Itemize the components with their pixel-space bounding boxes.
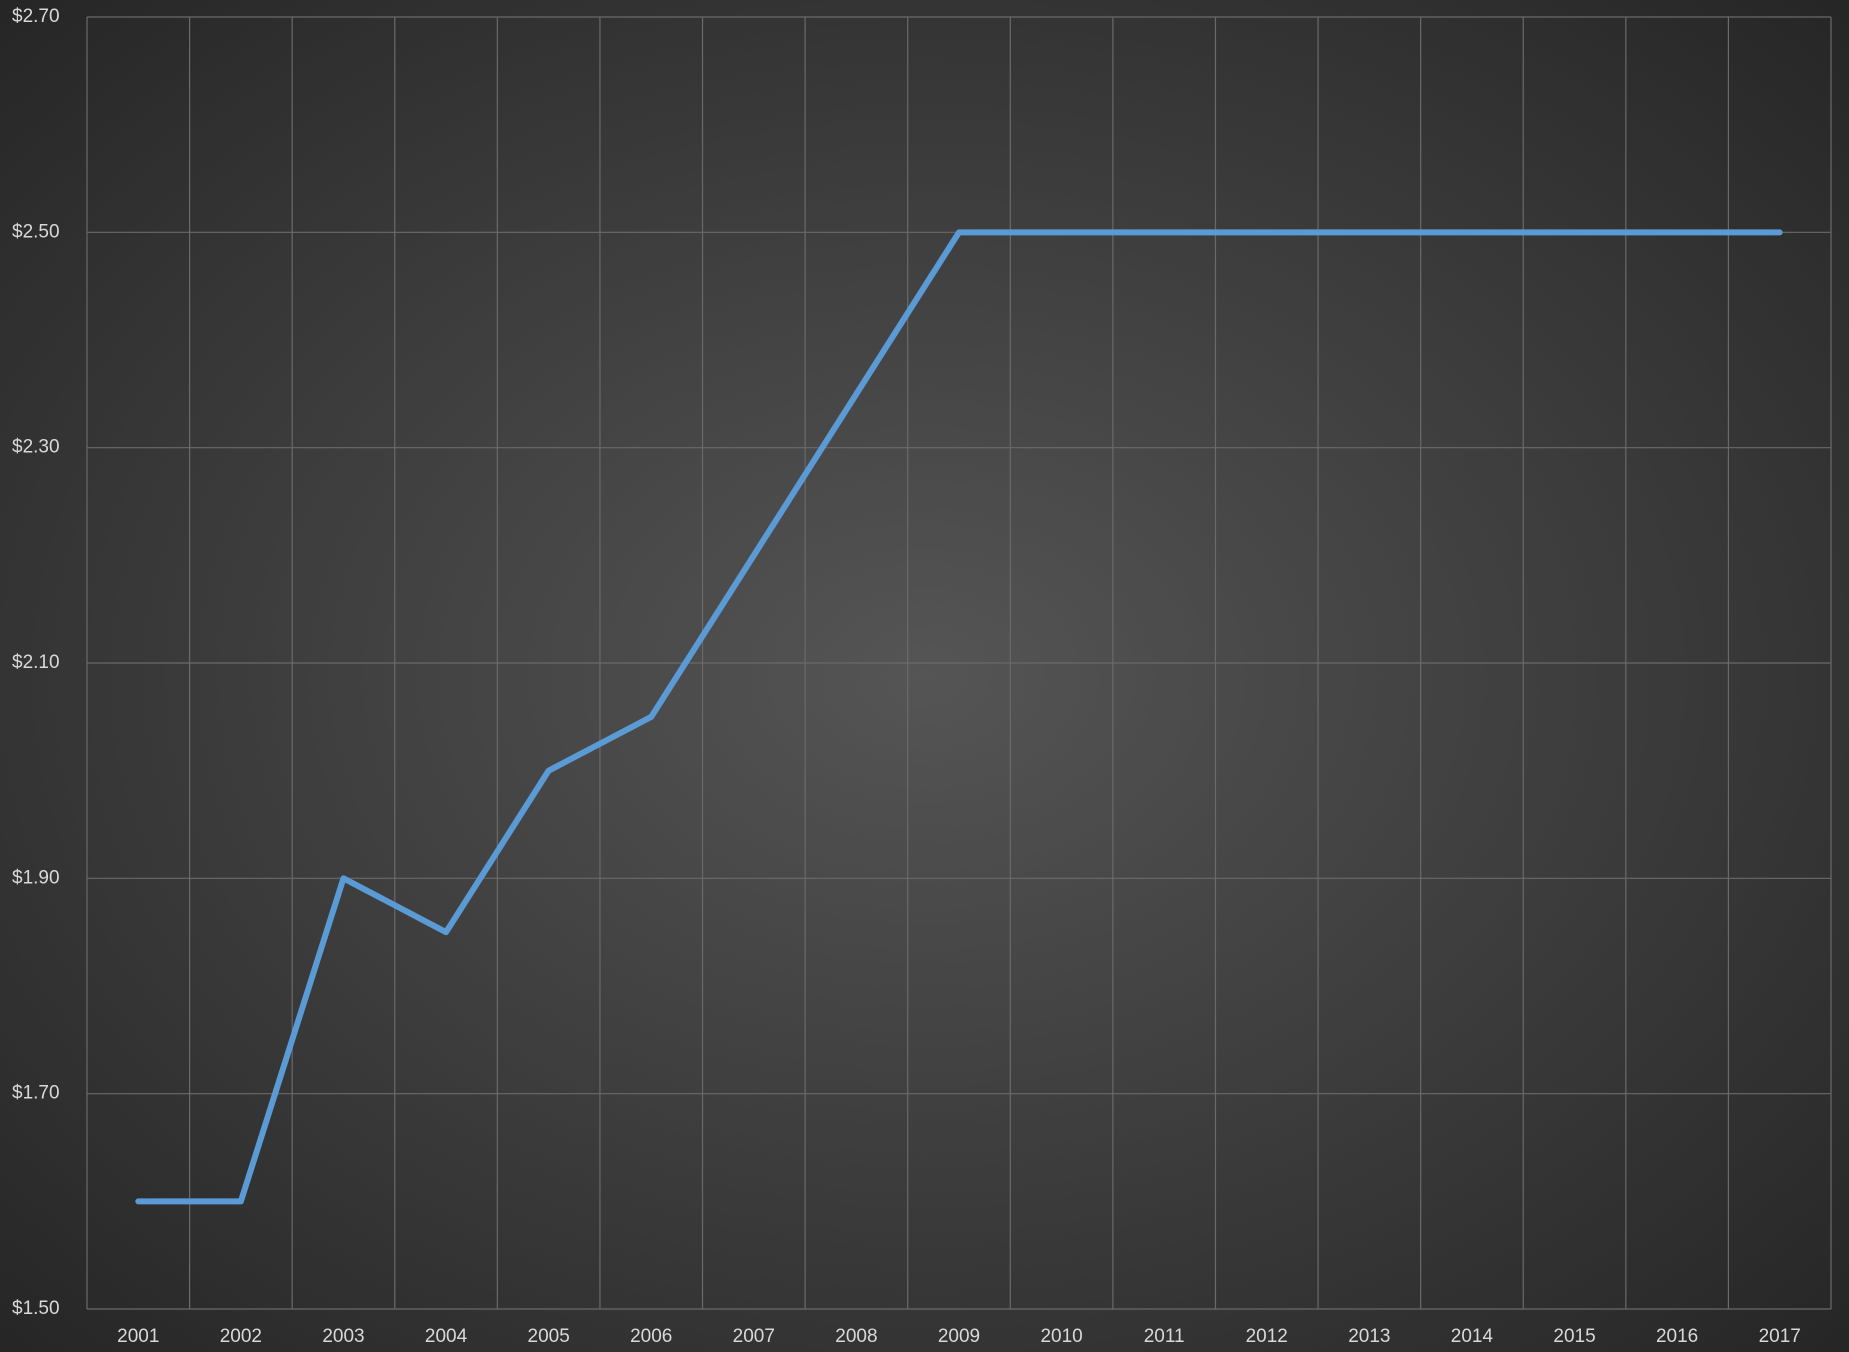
y-tick-label: $2.50 bbox=[12, 221, 60, 242]
y-tick-label: $2.30 bbox=[12, 437, 60, 458]
y-tick-label: $1.50 bbox=[12, 1298, 60, 1319]
y-tick-label: $1.70 bbox=[12, 1083, 60, 1104]
x-tick-label: 2009 bbox=[938, 1326, 980, 1347]
x-tick-label: 2005 bbox=[528, 1326, 570, 1347]
x-tick-label: 2003 bbox=[322, 1326, 364, 1347]
x-tick-label: 2010 bbox=[1040, 1326, 1082, 1347]
x-tick-label: 2017 bbox=[1759, 1326, 1801, 1347]
x-tick-label: 2007 bbox=[733, 1326, 775, 1347]
x-tick-label: 2012 bbox=[1246, 1326, 1288, 1347]
x-tick-label: 2011 bbox=[1144, 1326, 1185, 1347]
x-tick-label: 2002 bbox=[220, 1326, 262, 1347]
x-tick-label: 2006 bbox=[630, 1326, 672, 1347]
x-tick-label: 2004 bbox=[425, 1326, 468, 1347]
x-tick-label: 2015 bbox=[1553, 1326, 1595, 1347]
y-tick-label: $2.70 bbox=[12, 6, 60, 27]
x-tick-label: 2016 bbox=[1656, 1326, 1698, 1347]
y-tick-label: $2.10 bbox=[12, 652, 60, 673]
data-line bbox=[135, 229, 1783, 1205]
x-tick-label: 2001 bbox=[117, 1326, 159, 1347]
y-tick-label: $1.90 bbox=[12, 867, 60, 888]
x-tick-label: 2013 bbox=[1348, 1326, 1390, 1347]
x-tick-label: 2008 bbox=[835, 1326, 877, 1347]
x-tick-label: 2014 bbox=[1451, 1326, 1494, 1347]
